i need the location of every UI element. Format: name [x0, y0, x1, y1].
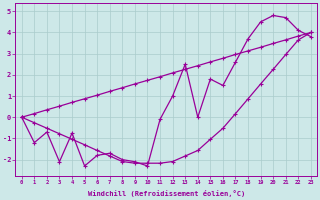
- X-axis label: Windchill (Refroidissement éolien,°C): Windchill (Refroidissement éolien,°C): [88, 190, 245, 197]
